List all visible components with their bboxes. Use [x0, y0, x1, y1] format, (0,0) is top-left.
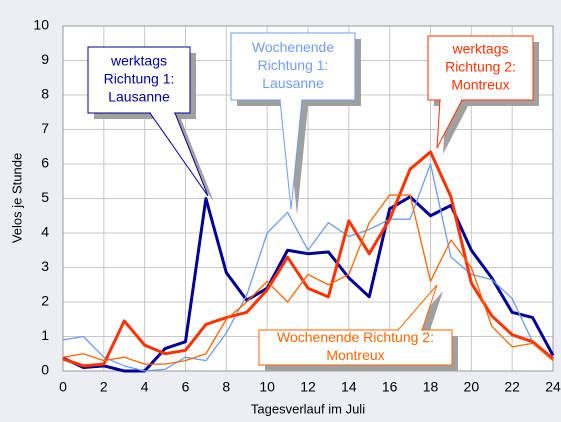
y-tick-label: 0 — [41, 362, 49, 378]
callout-text: Montreux — [451, 77, 509, 93]
callout-text: Wochenende — [252, 39, 334, 55]
x-tick-label: 8 — [222, 379, 230, 395]
callout-text: Wochenende Richtung 2: — [277, 329, 434, 345]
callout-text: Lausanne — [262, 75, 324, 91]
x-tick-label: 2 — [100, 379, 108, 395]
callout-text: Montreux — [326, 347, 384, 363]
callout-box — [230, 32, 356, 101]
series-line — [62, 150, 554, 368]
x-tick-label: 0 — [59, 379, 67, 395]
x-tick-label: 6 — [182, 379, 190, 395]
series-line — [62, 194, 554, 365]
series-line — [62, 163, 554, 372]
y-tick-label: 4 — [41, 224, 49, 240]
x-tick-label: 4 — [141, 379, 149, 395]
callout-text: werktags — [110, 53, 167, 69]
y-tick-label: 9 — [41, 51, 49, 67]
x-tick-label: 16 — [382, 379, 398, 395]
x-tick-label: 10 — [259, 379, 275, 395]
callout-text: Richtung 1: — [104, 71, 175, 87]
x-tick-label: 20 — [464, 379, 480, 395]
x-tick-label: 12 — [300, 379, 316, 395]
callout-text: Richtung 2: — [445, 59, 516, 75]
callout-text: Lausanne — [108, 89, 170, 105]
callout-box — [258, 329, 453, 366]
y-tick-label: 10 — [33, 17, 49, 33]
y-tick-label: 5 — [41, 189, 49, 205]
x-tick-label: 14 — [341, 379, 357, 395]
callout-text: Richtung 1: — [258, 57, 329, 73]
x-tick-label: 24 — [545, 379, 561, 395]
callout-box — [87, 46, 191, 114]
y-tick-label: 2 — [41, 293, 49, 309]
y-tick-label: 8 — [41, 86, 49, 102]
y-tick-label: 6 — [41, 155, 49, 171]
x-tick-label: 22 — [504, 379, 520, 395]
x-axis-label: Tagesverlauf im Juli — [251, 401, 365, 416]
y-tick-label: 3 — [41, 258, 49, 274]
y-tick-label: 1 — [41, 327, 49, 343]
callout-box — [427, 35, 534, 101]
x-tick-label: 18 — [423, 379, 439, 395]
callout-text: werktags — [451, 41, 508, 57]
y-tick-label: 7 — [41, 120, 49, 136]
y-axis-label: Velos je Stunde — [9, 153, 24, 243]
